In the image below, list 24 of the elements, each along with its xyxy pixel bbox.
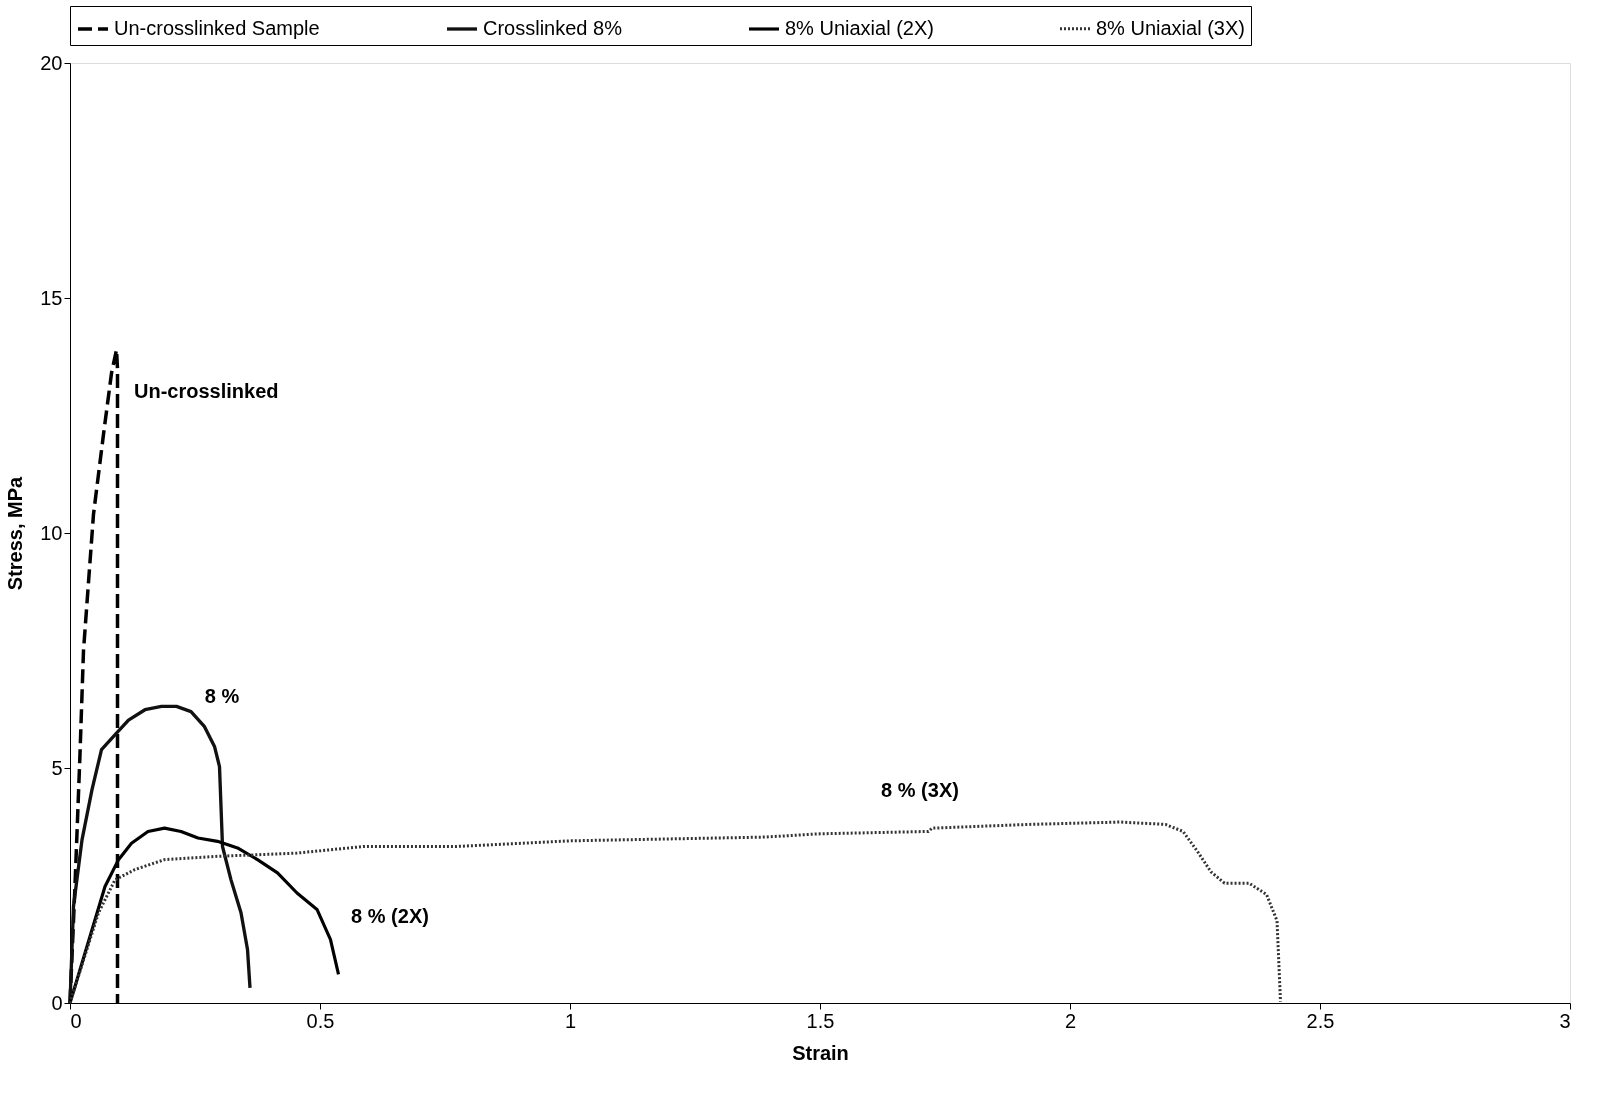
- x-tick-label: 1.5: [806, 1009, 835, 1032]
- x-tick-label: 3: [1559, 1009, 1571, 1032]
- legend-label: 8% Uniaxial (3X): [1096, 16, 1245, 39]
- legend-label: Un-crosslinked Sample: [114, 17, 320, 39]
- annotation: 8 %: [204, 685, 240, 707]
- x-tick-label: 1: [564, 1009, 577, 1032]
- y-tick-label: 5: [51, 756, 63, 779]
- annotation: 8 % (3X): [881, 779, 959, 801]
- legend-label: Crosslinked 8%: [483, 17, 623, 39]
- x-tick-label: 2: [1064, 1009, 1077, 1032]
- y-axis-title: Stress, MPa: [4, 475, 27, 591]
- annotation: 8 % (2X): [351, 905, 429, 927]
- line-series: [68, 820, 1282, 1005]
- legend-label: 8% Uniaxial (2X): [785, 17, 934, 39]
- y-tick-label: 20: [40, 51, 63, 74]
- line-series: [68, 704, 252, 1005]
- y-tick-label: 15: [40, 286, 63, 309]
- x-tick-label: 0.5: [306, 1009, 335, 1032]
- y-tick-label: 0: [51, 991, 63, 1014]
- x-axis-title: Strain: [792, 1041, 849, 1064]
- annotation: Un-crosslinked: [134, 380, 279, 402]
- y-tick-label: 10: [40, 521, 63, 544]
- x-tick-label: 0: [70, 1009, 82, 1032]
- x-tick-label: 2.5: [1306, 1009, 1335, 1032]
